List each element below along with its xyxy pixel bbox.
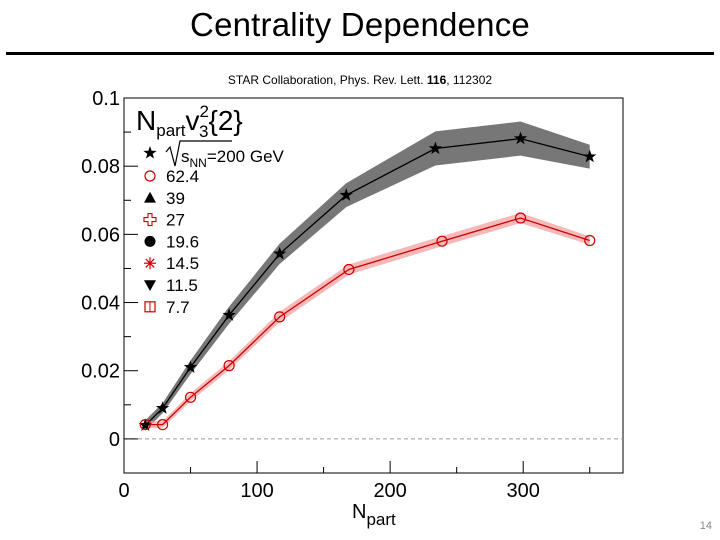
y-tick-label-0: 0	[109, 429, 120, 451]
panel-label-v-sub: 3	[199, 122, 208, 141]
x-tick-label-2: 200	[373, 480, 406, 502]
series-0-point-0	[138, 418, 152, 431]
x-tick-label-0: 0	[118, 480, 129, 502]
y-tick-label-1: 0.02	[81, 361, 120, 383]
legend-marker-0	[144, 170, 156, 182]
legend-label-5: 11.5	[166, 276, 198, 295]
series-1-point-5	[343, 263, 355, 276]
plot-frame	[123, 97, 624, 474]
legend-header: sNN=200 GeV	[181, 147, 285, 170]
slide-number: 14	[699, 520, 712, 532]
citation-suffix: , 112302	[446, 73, 493, 87]
series-1-point-7	[514, 212, 527, 224]
series-1-point-4	[274, 311, 286, 323]
x-tick-label-1: 100	[240, 480, 273, 502]
x-tick-label-3: 300	[507, 480, 540, 502]
x-axis-label-base: N	[352, 501, 366, 523]
legend-label-3: 19.6	[166, 232, 199, 251]
citation-prefix: STAR Collaboration, Phys. Rev. Lett.	[227, 73, 427, 87]
legend-marker-5	[144, 280, 156, 291]
legend-marker-4	[144, 257, 156, 270]
series-0-point-1	[155, 401, 170, 414]
panel-label-v: v	[186, 105, 200, 136]
series-1-point-2	[184, 391, 197, 403]
slide-title: Centrality Dependence	[190, 6, 530, 43]
y-tick-label-3: 0.06	[81, 224, 120, 246]
panel-label: Npartv2 3{2}	[136, 102, 243, 141]
legend-header-unit: =200 GeV	[207, 147, 285, 166]
series-1-line	[145, 217, 590, 426]
y-tick-label-4: 0.08	[81, 156, 120, 178]
legend-label-6: 7.7	[166, 298, 190, 317]
citation: STAR Collaboration, Phys. Rev. Lett. 116…	[0, 73, 720, 87]
title-divider	[6, 52, 714, 55]
series-1-point-1	[156, 418, 169, 431]
series-0-point-4	[273, 246, 287, 260]
legend-label-2: 27	[166, 211, 185, 230]
legend-header-label-sub: NN	[190, 156, 207, 170]
series-0-uncertainty-band	[145, 121, 590, 431]
y-tick-label-2: 0.04	[81, 293, 120, 315]
legend-header-label: s	[181, 147, 190, 166]
y-tick-label-5: 0.1	[92, 88, 120, 110]
series-0-point-7	[513, 131, 528, 145]
series-0-point-3	[222, 308, 236, 321]
sqrt-sign	[165, 140, 232, 167]
series-0-point-8	[583, 149, 597, 163]
x-axis-label-sub: part	[366, 510, 396, 529]
legend-label-1: 39	[166, 189, 185, 208]
legend-header-marker	[143, 146, 157, 159]
legend-marker-2	[143, 213, 157, 227]
series-1-point-6	[436, 235, 448, 247]
series-0-point-2	[183, 360, 198, 373]
legend-marker-1	[144, 191, 156, 203]
legend-marker-6	[144, 301, 156, 313]
panel-label-v-sup: 2	[200, 102, 209, 121]
series-1-point-0	[139, 418, 151, 431]
legend-label-4: 14.5	[166, 254, 199, 273]
series-1-point-8	[584, 234, 596, 247]
series-1-uncertainty-band	[145, 212, 590, 428]
legend: sNN=200 GeV 62.4 39 27 19.6 14.5 11.5 7.7	[143, 140, 285, 317]
legend-marker-3	[144, 235, 156, 247]
series-0-point-6	[428, 141, 443, 155]
series-1-point-3	[223, 360, 235, 372]
citation-volume: 116	[426, 73, 447, 87]
panel-label-base: N	[136, 105, 156, 136]
legend-label-0: 62.4	[166, 167, 199, 186]
panel-label-base-sub: part	[156, 121, 186, 140]
x-axis-label: Npart	[352, 501, 396, 529]
series-0-point-5	[339, 188, 353, 201]
panel-label-brace: {2}	[208, 105, 242, 136]
